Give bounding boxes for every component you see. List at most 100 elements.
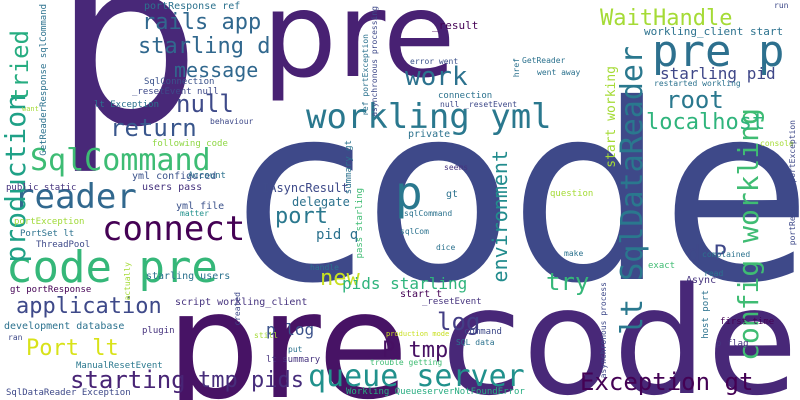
word-null-resetevent: null _resetEvent (440, 100, 518, 109)
word-starling-d: starling d (138, 34, 271, 59)
word-question: question (550, 189, 594, 199)
word-console: console (760, 139, 794, 148)
word-getreader: GetReader (522, 56, 566, 65)
word-portset-lt: PortSet lt (20, 229, 75, 239)
word-start-t: start t (400, 289, 443, 300)
word-resetevent: _resetEvent (422, 297, 482, 307)
word-async: Async (686, 275, 717, 286)
word-restarted-workling: restarted workling (654, 79, 741, 88)
word-first-time: first time (720, 317, 775, 327)
word-still: still (254, 331, 279, 340)
word-users-pass: users pass (142, 182, 203, 193)
word-p-log: p log (266, 320, 315, 339)
word-pre-large: pre (262, 0, 456, 104)
word-went-away: went away (537, 68, 581, 77)
word-p-flag: p flag (716, 339, 749, 349)
word-host-port: host port (701, 290, 711, 339)
word-resetevent-null: _resetEvent null (132, 87, 219, 97)
word-pre-bottom: pre (166, 260, 409, 400)
word-workling-yml: workling yml (306, 97, 552, 137)
word-complained: complained (702, 250, 751, 259)
word-p-tmp: P tmp (382, 338, 449, 363)
word-tmp-pids: tmp pids (198, 368, 304, 393)
word-exact: exact (648, 261, 676, 271)
word-null: null (176, 90, 234, 118)
word-start-working: start working (604, 66, 619, 168)
word-p-medium: p (395, 166, 423, 220)
word-waithandle: WaitHandle (600, 6, 733, 31)
word-pre-p: pre p (652, 26, 785, 77)
word-put: put (288, 345, 303, 354)
word-asynchronous-process: asynchronous process (599, 282, 608, 379)
word-code-huge: code (233, 52, 800, 337)
word-sqldatareader-exception: SqlDataReader Exception (6, 388, 131, 398)
word-connection: connection (438, 91, 493, 101)
word-starting: starting (70, 366, 186, 394)
word-connect: connect (102, 209, 246, 249)
word-port-lt: Port lt (26, 336, 119, 361)
word-trouble-getting: trouble getting (370, 358, 443, 367)
word-portresponse-ref: portResponse ref (144, 1, 241, 12)
word-workling-queueservernotfounderror: Workling QueueserverNotFoundError (346, 387, 525, 397)
word-portexception: portException (14, 217, 85, 227)
word-href: href (512, 58, 521, 78)
word-command: command (464, 327, 502, 337)
word-log: log (437, 308, 481, 336)
word-ran: ran (8, 333, 23, 342)
word-pids-starling: pids starling (342, 274, 468, 293)
word-public-static: public static (6, 183, 77, 193)
word-getreaderresponse-sqlcommand: GetReaderResponse sqlCommand (39, 4, 49, 156)
word-handle: handle (310, 263, 339, 272)
word-gt-portresponse: gt portResponse (10, 285, 92, 295)
word-yml-file: yml file (176, 201, 225, 212)
word-new: new (320, 266, 360, 291)
word-make: make (564, 249, 584, 258)
word-sqlcommand-small: sqlCommand (404, 209, 453, 218)
word-script-workling-client: script workling_client (175, 297, 308, 308)
word-delegate: delegate (292, 195, 350, 209)
word-starling-users: starling users (146, 271, 231, 282)
word-code-bottom: code (441, 256, 798, 400)
word-production-mode: production mode (386, 330, 450, 338)
word-dice: dice (436, 243, 456, 252)
word-workling-client-start: workling_client start (644, 25, 784, 38)
word-exception-gt: Exception gt (580, 368, 754, 396)
word-portresponse-portexception: portResponse portException (788, 120, 797, 246)
word-account: Account (188, 171, 226, 181)
word-message: message (174, 58, 259, 82)
word-summary-gt: summary gt (344, 140, 354, 195)
word-pass-starling: pass starling (355, 188, 365, 259)
word-port: port (275, 204, 328, 229)
word-p-large: p (54, 0, 200, 178)
word-d-p: d P (687, 242, 727, 267)
word-tried: tried (6, 30, 34, 103)
word-gt: gt (446, 189, 459, 200)
word-localhost: localhost (646, 110, 766, 135)
word-following-code: following code (152, 139, 228, 149)
word-lt-summary: lt summary (266, 355, 321, 365)
word-root: root (666, 86, 724, 114)
word-sqlcommand: SqlCommand (30, 143, 211, 178)
word-asynchronous-processing: asynchronous processing (370, 6, 379, 117)
word-result: _result (432, 19, 479, 32)
word-sqlcom: sqlCom (400, 227, 429, 236)
word-environment: environment (488, 150, 512, 283)
word-seems: seems (444, 163, 469, 172)
word-iasyncresult: IAsyncResult (262, 181, 349, 195)
word-sql-data: SQL data (456, 338, 495, 347)
word-return: return (110, 114, 197, 142)
word-rails-app: rails app (142, 10, 262, 35)
word-yml-configured: yml configured (132, 171, 217, 182)
word-plugin: plugin (142, 326, 175, 336)
word-pid-q: pid q (316, 227, 359, 243)
word-read: read (704, 269, 724, 278)
word-reader: reader (14, 177, 137, 217)
word-threadpool: ThreadPool (36, 240, 91, 250)
word-actually: actually (123, 262, 132, 301)
word-lt-exception: lt Exception (94, 100, 160, 110)
word-created: created (233, 292, 242, 326)
word-ref-portexception: ref portException (361, 34, 370, 116)
word-starling-pid: starling pid (660, 64, 776, 83)
word-behaviour: behaviour (210, 117, 254, 126)
